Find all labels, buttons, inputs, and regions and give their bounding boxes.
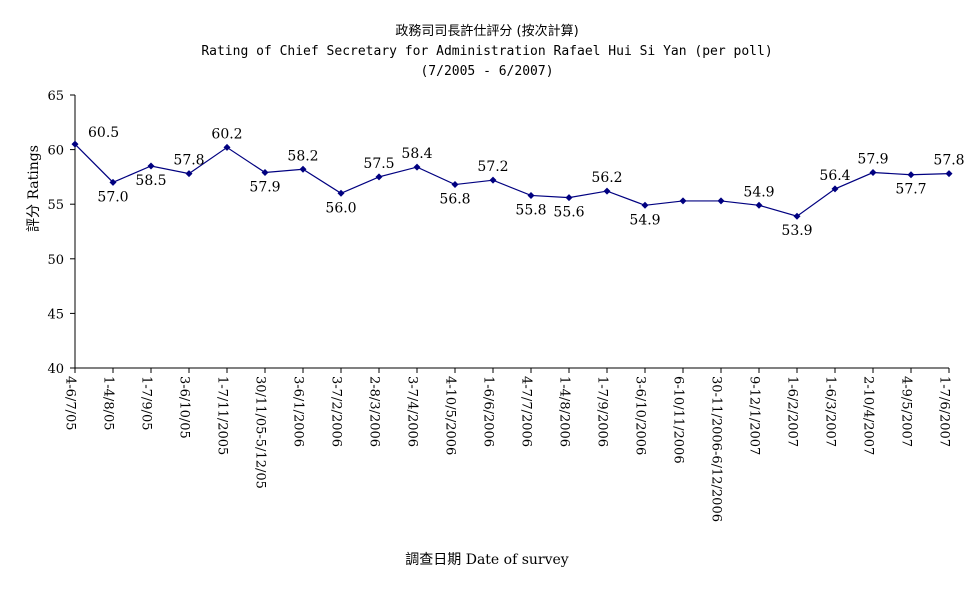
data-label: 56.0 (325, 200, 356, 216)
x-tick-label: 1-6/2/2007 (785, 376, 800, 447)
data-label: 57.2 (477, 159, 508, 175)
data-point-marker (565, 194, 573, 202)
data-point-marker (717, 197, 725, 205)
y-tick-label: 55 (47, 198, 64, 213)
data-label: 53.9 (781, 223, 812, 239)
data-label: 58.2 (287, 148, 318, 164)
x-tick-label: 1-6/3/2007 (823, 376, 838, 447)
data-point-marker (451, 181, 459, 189)
data-point-marker (793, 212, 801, 220)
x-tick-label: 3-7/2/2006 (329, 376, 344, 447)
data-label: 54.9 (629, 212, 660, 228)
x-tick-label: 3-6/1/2006 (291, 376, 306, 447)
data-point-marker (869, 169, 877, 177)
chart-subtitle: (7/2005 - 6/2007) (420, 64, 554, 79)
y-tick-label: 50 (47, 253, 64, 268)
x-tick-label: 30/11/05-5/12/05 (253, 376, 268, 489)
data-label: 57.9 (857, 152, 888, 168)
x-tick-label: 9-12/1/2007 (747, 376, 762, 455)
data-label: 56.4 (819, 168, 850, 184)
data-label: 57.7 (895, 182, 926, 198)
y-tick-label: 60 (47, 144, 64, 159)
x-tick-label: 2-8/3/2006 (367, 376, 382, 447)
x-tick-label: 1-4/8/05 (101, 376, 116, 431)
data-point-marker (337, 189, 345, 197)
data-label: 55.6 (553, 205, 584, 221)
data-label: 56.8 (439, 192, 470, 208)
data-point-marker (185, 170, 193, 178)
data-label: 55.8 (515, 202, 546, 218)
y-tick-label: 45 (47, 307, 64, 322)
series-line (74, 143, 950, 217)
data-label: 58.4 (401, 146, 432, 162)
data-label: 57.0 (97, 189, 128, 205)
data-label: 54.9 (743, 184, 774, 200)
data-label: 57.8 (933, 153, 964, 169)
x-tick-label: 4-7/7/2006 (519, 376, 534, 447)
data-point-marker (907, 171, 915, 179)
data-point-marker (223, 143, 231, 151)
data-point-marker (413, 163, 421, 171)
chart-title-block: 政務司司長許仕評分 (按次計算) Rating of Chief Secreta… (0, 22, 974, 82)
data-point-marker (603, 187, 611, 195)
y-tick-label: 65 (47, 89, 64, 104)
x-tick-label: 1-7/6/2007 (937, 376, 952, 447)
data-label: 57.9 (249, 180, 280, 196)
x-tick-label: 1-7/9/2006 (595, 376, 610, 447)
data-point-marker (109, 178, 117, 186)
data-point-marker (299, 165, 307, 173)
data-point-marker (489, 176, 497, 184)
x-tick-label: 3-6/10/2006 (633, 376, 648, 455)
x-tick-label: 3-6/10/05 (177, 376, 192, 439)
data-label: 60.2 (211, 126, 242, 142)
data-label: 57.8 (173, 153, 204, 169)
x-tick-label: 4-10/5/2006 (443, 376, 458, 455)
x-tick-label: 3-7/4/2006 (405, 376, 420, 447)
y-tick-label: 40 (47, 362, 64, 377)
data-point-marker (831, 185, 839, 193)
x-tick-label: 30-11/2006-6/12/2006 (709, 376, 724, 522)
x-tick-label: 2-10/4/2007 (861, 376, 876, 455)
chart-title: Rating of Chief Secretary for Administra… (201, 44, 773, 59)
data-point-marker (375, 173, 383, 181)
data-point-marker (71, 140, 79, 148)
x-tick-label: 6-10/11/2006 (671, 376, 686, 464)
data-point-marker (261, 169, 269, 177)
y-axis-label: 評分 Ratings (26, 145, 42, 232)
data-label: 60.5 (88, 125, 119, 141)
data-point-marker (755, 201, 763, 209)
x-tick-label: 4-6/7/05 (63, 376, 78, 431)
data-point-marker (679, 197, 687, 205)
x-tick-label: 1-7/9/05 (139, 376, 154, 431)
x-axis-label: 調查日期 Date of survey (405, 552, 569, 568)
data-point-marker (945, 170, 953, 178)
chart-title-chinese: 政務司司長許仕評分 (按次計算) (395, 24, 579, 39)
data-label: 56.2 (591, 170, 622, 186)
data-point-marker (147, 162, 155, 170)
data-label: 57.5 (363, 156, 394, 172)
x-tick-label: 1-7/11/2005 (215, 376, 230, 455)
data-point-marker (641, 201, 649, 209)
x-tick-label: 1-6/6/2006 (481, 376, 496, 447)
x-tick-label: 4-9/5/2007 (899, 376, 914, 447)
x-tick-label: 1-4/8/2006 (557, 376, 572, 447)
data-label: 58.5 (135, 173, 166, 189)
data-point-marker (527, 191, 535, 199)
